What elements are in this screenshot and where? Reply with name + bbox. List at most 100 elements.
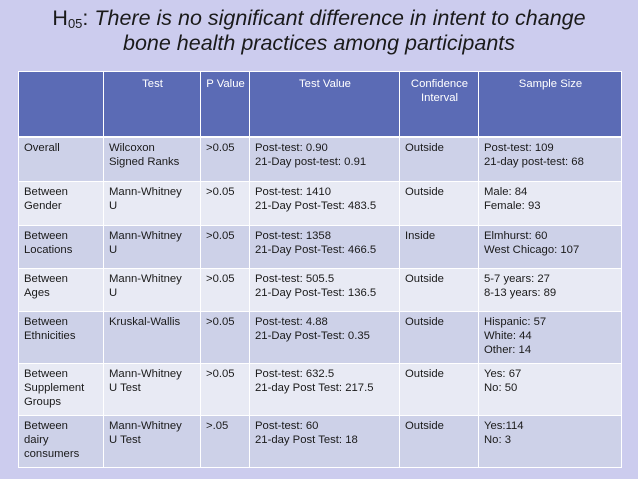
row-sample-size-cell: Yes:114 No: 3	[478, 414, 622, 468]
row-test-value-cell-line: 21-day Post Test: 18	[255, 433, 358, 446]
row-p-value-cell: >0.05	[200, 136, 250, 182]
row-test-cell-line: U	[109, 286, 118, 299]
row-test-cell: Mann-Whitney U Test	[103, 362, 201, 416]
row-test-value-cell-line: Post-test: 505.5	[255, 272, 335, 285]
header-category	[18, 71, 104, 138]
row-sample-size-cell-line: 5-7 years: 27	[484, 272, 550, 285]
row-category-cell-line: consumers	[24, 447, 80, 460]
row-test-cell-line: Mann-Whitney	[109, 272, 182, 285]
row-category-cell-line: Between	[24, 419, 68, 432]
row-sample-size-cell-line: No: 3	[484, 433, 512, 446]
row-category-cell-line: Between	[24, 367, 68, 380]
table-row: Between Locations Mann-Whitney U >0.05 Post-t…	[18, 224, 622, 269]
row-sample-size-cell-line: Other: 14	[484, 343, 532, 356]
row-test-value-cell-line: 21-Day Post-Test: 0.35	[255, 329, 370, 342]
row-p-value-cell: >.05	[200, 414, 250, 468]
row-test-cell-line: U Test	[109, 433, 141, 446]
table-row: Between Ethnicities Kruskal-Wallis >0.05 Pos…	[18, 310, 622, 364]
row-sample-size-cell-line: Male: 84	[484, 185, 528, 198]
row-test-value-cell-line: 21-day Post Test: 217.5	[255, 381, 374, 394]
row-category-cell-line: Supplement	[24, 381, 85, 394]
row-test-value-cell: Post-test: 60 21-day Post Test: 18	[249, 414, 400, 468]
row-category-cell-line: Between	[24, 315, 68, 328]
row-confidence-interval-cell: Outside	[399, 310, 479, 364]
row-sample-size-cell-line: Yes: 67	[484, 367, 522, 380]
row-sample-size-cell-line: White: 44	[484, 329, 532, 342]
row-sample-size-cell-line: Female: 93	[484, 199, 541, 212]
row-confidence-interval-cell: Outside	[399, 362, 479, 416]
row-category-cell-line: Groups	[24, 395, 62, 408]
row-sample-size-cell: Elmhurst: 60 West Chicago: 107	[478, 224, 622, 269]
row-category-cell: Between Locations	[18, 224, 104, 269]
row-test-cell-line: Signed Ranks	[109, 156, 180, 168]
row-test-cell-line: U	[109, 199, 118, 212]
slide-title: H05: There is no significant difference …	[0, 6, 638, 56]
table-row: Between Gender Mann-Whitney U >0.05 Post-test…	[18, 180, 622, 226]
row-sample-size-cell: 5-7 years: 27 8-13 years: 89	[478, 267, 622, 312]
row-test-cell: Mann-Whitney U Test	[103, 414, 201, 468]
row-category-cell-line: Ethnicities	[24, 329, 76, 342]
row-test-value-cell-line: Post-test: 60	[255, 419, 319, 432]
row-test-cell-line: Mann-Whitney	[109, 229, 182, 242]
row-test-cell: Mann-Whitney U	[103, 224, 201, 269]
hypothesis-statement-line-1: There is no significant difference in in…	[94, 6, 586, 30]
row-p-value-cell: >0.05	[200, 267, 250, 312]
table-row: Between Ages Mann-Whitney U >0.05 Post-test: …	[18, 267, 622, 312]
row-sample-size-cell: Male: 84 Female: 93	[478, 180, 622, 226]
row-category-cell: Between Ages	[18, 267, 104, 312]
row-test-cell-line: Wilcoxon	[109, 142, 155, 154]
row-test-cell-line: Mann-Whitney	[109, 367, 182, 380]
row-category-cell-line: Between	[24, 185, 68, 198]
row-test-value-cell-line: Post-test: 1358	[255, 229, 331, 242]
row-test-value-cell: Post-test: 505.5 21-Day Post-Test: 136.5	[249, 267, 400, 312]
row-p-value-cell: >0.05	[200, 310, 250, 364]
row-confidence-interval-cell: Outside	[399, 180, 479, 226]
row-test-cell: Mann-Whitney U	[103, 267, 201, 312]
hypothesis-statement-line-2: bone health practices among participants	[122, 31, 516, 55]
row-category-cell-line: dairy	[24, 433, 49, 446]
row-sample-size-cell: Post-test: 109 21-day post-test: 68	[478, 136, 622, 182]
row-test-value-cell-line: Post-test: 4.88	[255, 315, 328, 328]
row-p-value-cell: >0.05	[200, 224, 250, 269]
row-test-value-cell-line: 21-Day Post-Test: 483.5	[255, 199, 377, 212]
row-test-cell-line: U Test	[109, 381, 141, 394]
table-body: Overall Wilcoxon Signed Ranks >0.05 Post-tes…	[18, 136, 622, 468]
row-test-value-cell: Post-test: 1410 21-Day Post-Test: 483.5	[249, 180, 400, 226]
row-test-value-cell-line: 21-Day post-test: 0.91	[255, 156, 367, 168]
row-category-cell-line: Between	[24, 272, 68, 285]
row-test-value-cell-line: Post-test: 0.90	[255, 142, 328, 154]
row-sample-size-cell-line: Yes:114	[484, 419, 524, 432]
row-test-value-cell: Post-test: 0.90 21-Day post-test: 0.91	[249, 136, 400, 182]
row-sample-size-cell: Yes: 67 No: 50	[478, 362, 622, 416]
row-category-cell-line: Locations	[24, 243, 73, 256]
header-test: Test	[103, 71, 201, 138]
row-sample-size-cell-line: 8-13 years: 89	[484, 286, 557, 299]
row-test-value-cell: Post-test: 4.88 21-Day Post-Test: 0.35	[249, 310, 400, 364]
row-test-value-cell-line: Post-test: 632.5	[255, 367, 335, 380]
row-category-cell: Between Supplement Groups	[18, 362, 104, 416]
row-sample-size-cell-line: Elmhurst: 60	[484, 229, 548, 242]
row-test-value-cell: Post-test: 632.5 21-day Post Test: 217.5	[249, 362, 400, 416]
row-category-cell-line: Gender	[24, 199, 62, 212]
row-test-cell: Wilcoxon Signed Ranks	[103, 136, 201, 182]
table-row: Between Supplement Groups Mann-Whitney U Tes…	[18, 362, 622, 416]
row-test-cell-line: Mann-Whitney	[109, 419, 182, 432]
row-sample-size-cell-line: Hispanic: 57	[484, 315, 547, 328]
row-sample-size-cell-line: Post-test: 109	[484, 142, 554, 154]
results-table: Test P Value Test Value Confidence Inter…	[18, 71, 622, 468]
row-test-value-cell: Post-test: 1358 21-Day Post-Test: 466.5	[249, 224, 400, 269]
row-sample-size-cell-line: 21-day post-test: 68	[484, 156, 584, 168]
row-test-cell-line: Kruskal-Wallis	[109, 315, 181, 328]
row-p-value-cell: >0.05	[200, 362, 250, 416]
row-category-cell-line: Between	[24, 229, 68, 242]
row-test-value-cell-line: 21-Day Post-Test: 466.5	[255, 243, 377, 256]
row-category-cell-line: Ages	[24, 286, 50, 299]
row-category-cell: Between Ethnicities	[18, 310, 104, 364]
header-test-value: Test Value	[249, 71, 400, 138]
row-confidence-interval-cell: Outside	[399, 414, 479, 468]
row-category-cell: Between Gender	[18, 180, 104, 226]
row-test-cell: Kruskal-Wallis	[103, 310, 201, 364]
row-p-value-cell: >0.05	[200, 180, 250, 226]
table-row: Between dairy consumers Mann-Whitney U Test >…	[18, 414, 622, 468]
row-category-cell: Overall	[18, 136, 104, 182]
